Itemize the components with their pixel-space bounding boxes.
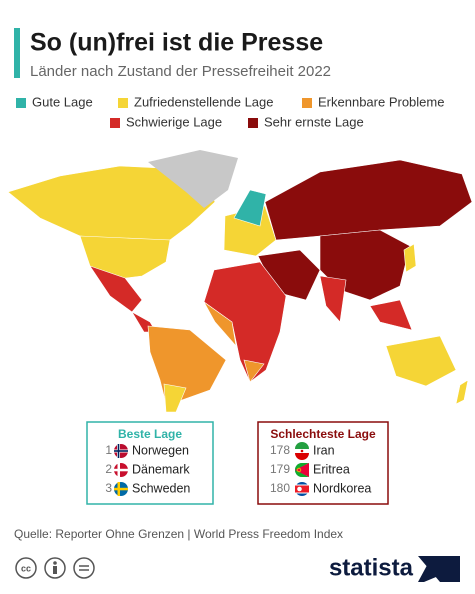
rank: 180 bbox=[270, 481, 290, 495]
brand: statista bbox=[329, 554, 414, 581]
region bbox=[89, 265, 143, 313]
source: Quelle: Reporter Ohne Grenzen | World Pr… bbox=[14, 527, 343, 541]
legend: Gute Lage Zufriedenstellende Lage Erkennba… bbox=[16, 94, 444, 129]
legend-label: Gute Lage bbox=[32, 94, 93, 109]
flag-iran bbox=[295, 442, 309, 460]
subtitle: Länder nach Zustand der Pressefreiheit 2… bbox=[30, 63, 331, 80]
flag-norway bbox=[114, 444, 128, 458]
region bbox=[233, 189, 267, 227]
rank: 3 bbox=[105, 481, 112, 495]
brand-logo bbox=[418, 556, 460, 582]
region bbox=[148, 150, 238, 208]
region bbox=[7, 165, 216, 241]
accent-bar bbox=[14, 28, 20, 78]
rank: 179 bbox=[270, 462, 290, 476]
region bbox=[79, 235, 171, 281]
best-title: Beste Lage bbox=[118, 427, 182, 441]
legend-swatch bbox=[248, 118, 258, 128]
legend-label: Sehr ernste Lage bbox=[264, 114, 364, 129]
rank: 178 bbox=[270, 443, 290, 457]
flag-eritrea bbox=[295, 463, 309, 477]
svg-text:cc: cc bbox=[21, 563, 31, 573]
license-icons: cc bbox=[15, 557, 95, 579]
region bbox=[385, 335, 457, 387]
title: So (un)frei ist die Presse bbox=[30, 29, 323, 57]
region bbox=[403, 243, 417, 273]
region bbox=[243, 359, 265, 383]
rank: 2 bbox=[105, 462, 112, 476]
region bbox=[455, 379, 469, 405]
region bbox=[264, 159, 473, 241]
worst-box bbox=[257, 421, 389, 505]
flag-north-korea bbox=[295, 482, 309, 496]
region bbox=[369, 299, 413, 331]
best-box bbox=[86, 421, 214, 505]
country: Iran bbox=[313, 443, 335, 457]
legend-swatch bbox=[302, 98, 312, 108]
region bbox=[163, 383, 187, 413]
flag-denmark bbox=[114, 463, 128, 477]
flag-sweden bbox=[114, 482, 128, 496]
country: Nordkorea bbox=[313, 481, 371, 495]
world-map bbox=[7, 150, 473, 413]
region bbox=[147, 325, 227, 405]
legend-swatch bbox=[110, 118, 120, 128]
legend-label: Schwierige Lage bbox=[126, 114, 222, 129]
country: Eritrea bbox=[313, 462, 350, 476]
region bbox=[319, 275, 347, 323]
rank: 1 bbox=[105, 443, 112, 457]
region bbox=[203, 301, 237, 347]
legend-label: Zufriedenstellende Lage bbox=[134, 94, 274, 109]
worst-title: Schlechteste Lage bbox=[270, 427, 376, 441]
legend-swatch bbox=[118, 98, 128, 108]
country: Norwegen bbox=[132, 443, 189, 457]
legend-swatch bbox=[16, 98, 26, 108]
rankings: 1 Norwegen 2 Dänemark 3 Schweden 178 Iran 179 Eri… bbox=[105, 443, 371, 495]
legend-label: Erkennbare Probleme bbox=[318, 94, 444, 109]
country: Dänemark bbox=[132, 462, 190, 476]
country: Schweden bbox=[132, 481, 190, 495]
